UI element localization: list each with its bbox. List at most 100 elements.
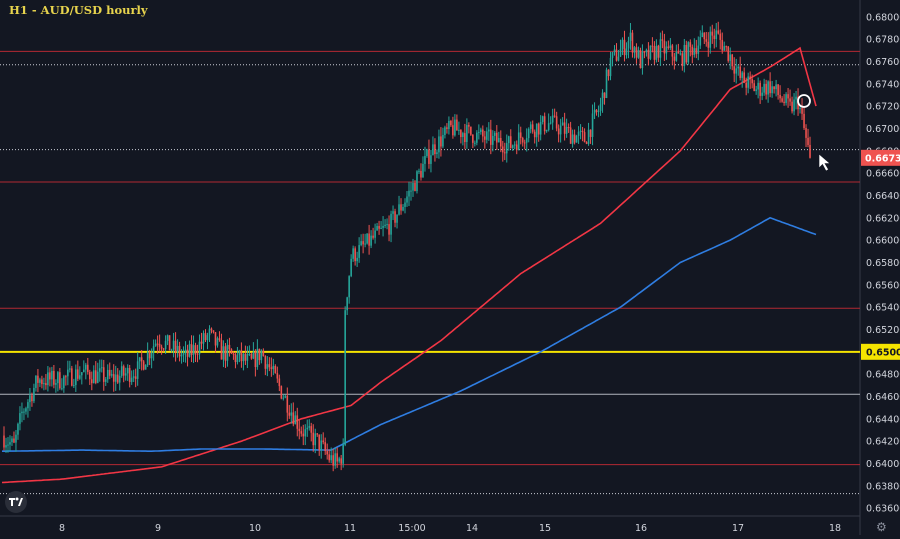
candle-body [641,51,644,69]
candle-body [344,310,346,445]
candle-body [587,129,590,144]
candle-body [31,395,33,402]
candle-body [230,349,233,354]
candle-body [617,56,620,61]
gear-icon[interactable]: ⚙ [876,520,887,534]
candle-body [665,46,668,54]
candle-body [571,134,574,144]
candle-body [116,374,119,383]
candle-body [282,397,285,399]
candle-body [525,138,528,143]
tradingview-logo[interactable] [5,491,27,513]
candle-body [158,343,161,347]
candle-body [793,99,795,112]
candle-body [3,435,5,448]
candle-body [49,372,51,380]
candle-body [719,33,722,40]
candle-body [454,119,456,136]
candle-body [144,365,147,370]
candle-body [717,30,720,34]
time-axis[interactable]: 8 9 10 11 15:00 14 15 16 17 18 [59,523,841,534]
candle-body [110,374,113,376]
candle-body [663,40,666,54]
candle-body [703,32,706,40]
time-tick-label: 11 [344,523,356,534]
candle-body [138,357,141,362]
candle-body [565,127,568,134]
candle-body [585,142,588,144]
candle-body [743,72,745,83]
candle-body [134,376,137,379]
candle-body [198,341,201,355]
candle-body [304,429,307,437]
candle-body [226,344,229,361]
candle-body [464,133,466,142]
candle-body [595,109,598,113]
candle-body [178,345,181,357]
candle-body [148,351,151,359]
candle-body [444,127,446,135]
candle-body [543,116,546,132]
candle-body [23,411,25,413]
candle-body [75,369,77,386]
candle-body [789,98,791,102]
candle-body [194,345,197,354]
candle-body [711,31,714,36]
candle-body [501,146,504,153]
candle-body [102,367,105,382]
candle-body [589,129,592,137]
candle-body [557,128,560,135]
candle-body [384,224,386,226]
candle-body [426,149,428,156]
candle-body [222,346,225,360]
candle-body [681,53,684,67]
candle-body [697,45,700,54]
candle-body [204,333,207,341]
candle-body [795,96,797,100]
candle-body [21,411,23,414]
candle-body [308,426,311,428]
candle-body [515,144,518,150]
candle-body [288,412,291,416]
candle-body [150,352,153,359]
candle-body [358,245,360,258]
candle-body [547,123,550,130]
candle-body [428,149,430,164]
candle-body [118,375,121,383]
candle-body [499,137,502,147]
candle-body [569,127,572,144]
candle-body [727,46,730,61]
candle-body [258,348,261,361]
candle-body [286,395,289,413]
time-tick-label: 18 [829,523,841,534]
candle-body [390,213,392,235]
candle-body [406,196,408,203]
candle-body [452,125,454,136]
candle-body [264,356,267,369]
candle-body [310,426,313,433]
current-price-label: 0.66737 [865,153,900,164]
candle-body [559,125,562,135]
candle-body [272,365,275,370]
candle-body [242,353,245,362]
candle-body [601,92,604,105]
candle-body [721,39,724,51]
candles [3,21,811,472]
candle-body [424,155,426,164]
candle-body [296,415,299,429]
candle-body [637,50,640,58]
candle-body [164,340,167,350]
candle-body [350,258,352,277]
candle-body [579,130,582,132]
candle-body [513,144,516,146]
candle-body [224,346,227,361]
candle-body [356,257,358,262]
candle-body [679,53,682,55]
candle-body [537,123,540,135]
